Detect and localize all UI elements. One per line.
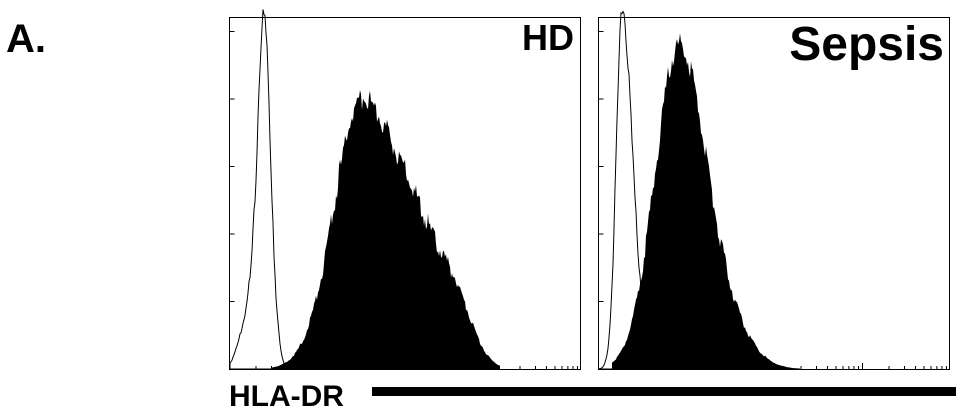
panel-title: HD bbox=[522, 17, 574, 58]
histogram-open bbox=[598, 10, 666, 370]
panel-label: A. bbox=[6, 17, 46, 61]
histogram-filled bbox=[612, 33, 800, 370]
histogram-filled bbox=[272, 90, 500, 369]
panel-frame bbox=[598, 17, 950, 370]
panel-frame bbox=[229, 17, 581, 370]
histogram-open bbox=[229, 9, 300, 370]
histograms bbox=[229, 9, 800, 370]
x-axis-label: HLA-DR bbox=[229, 380, 344, 413]
axis-arrow-bar bbox=[372, 387, 956, 396]
axis-ticks bbox=[229, 31, 947, 370]
panel-title: Sepsis bbox=[789, 18, 944, 71]
